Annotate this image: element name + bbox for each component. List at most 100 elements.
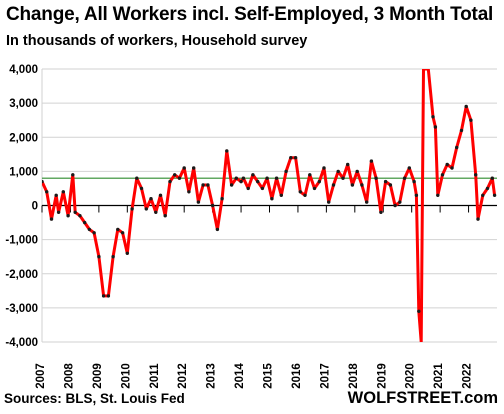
data-point-2012-09 — [201, 183, 205, 187]
data-point-2010-07 — [139, 186, 144, 191]
data-point-2008-05 — [78, 214, 82, 218]
data-point-2012-05 — [192, 166, 196, 170]
data-point-2007-08 — [56, 210, 61, 214]
data-point-2018-12 — [379, 210, 383, 214]
data-point-2021-08 — [455, 145, 459, 150]
data-point-2014-02 — [241, 176, 246, 180]
data-point-2017-06 — [336, 169, 340, 174]
data-point-2012-07 — [196, 200, 201, 204]
y-tick-label-5: 1,000 — [9, 166, 38, 178]
x-tick-labels: 2007 2008 2009 2010 2011 2012 2013 2014 2015 2016… — [35, 363, 474, 389]
data-point-2011-03 — [158, 193, 163, 197]
x-tick-label-2012: 2012 — [177, 363, 189, 389]
x-tick-label-2007: 2007 — [35, 363, 47, 389]
y-tick-label-8: 4,000 — [9, 64, 38, 76]
data-point-2019-10 — [402, 176, 407, 180]
data-point-2013-07 — [225, 149, 229, 153]
data-point-2020-12 — [436, 193, 440, 197]
x-tick-label-2013: 2013 — [206, 363, 218, 389]
data-point-2014-01 — [239, 179, 243, 184]
data-point-2007-01 — [42, 179, 44, 184]
data-point-2020-11 — [433, 125, 438, 129]
data-point-2014-10 — [260, 186, 265, 191]
data-point-2019-04 — [388, 183, 393, 187]
data-point-2018-08 — [369, 159, 374, 163]
data-point-2011-05 — [163, 214, 167, 218]
x-tick-label-2021: 2021 — [433, 363, 445, 389]
data-point-2017-10 — [346, 162, 350, 167]
y-tick-label-4: 0 — [32, 201, 38, 213]
y-tick-label-7: 3,000 — [9, 98, 38, 110]
x-tick-label-2017: 2017 — [319, 363, 331, 389]
data-point-2014-06 — [251, 173, 255, 177]
data-point-2009-05 — [106, 294, 111, 298]
data-point-2018-04 — [360, 183, 364, 187]
data-point-2016-08 — [312, 186, 317, 191]
y-tick-label-6: 2,000 — [9, 132, 38, 144]
data-point-2007-10 — [61, 190, 65, 194]
chart-title: Change, All Workers incl. Self-Employed,… — [6, 4, 494, 25]
x-tick-label-2020: 2020 — [405, 363, 417, 389]
data-point-2017-02 — [327, 200, 331, 204]
data-point-2022-04 — [474, 173, 478, 177]
data-point-2019-06 — [393, 203, 397, 208]
data-point-2007-03 — [45, 190, 49, 194]
data-point-2022-09 — [485, 186, 490, 191]
data-point-2021-06 — [450, 166, 454, 170]
data-point-2007-05 — [49, 217, 54, 221]
data-point-2011-11 — [177, 176, 182, 180]
x-tick-label-2014: 2014 — [234, 363, 246, 389]
data-point-2012-01 — [182, 166, 186, 170]
x-tick-label-2008: 2008 — [63, 363, 75, 389]
data-point-2019-08 — [398, 200, 402, 204]
data-point-2009-07 — [111, 255, 115, 259]
data-point-2007-12 — [66, 214, 70, 218]
data-point-2015-06 — [279, 193, 283, 197]
data-point-2015-08 — [284, 169, 288, 174]
data-point-2013-09 — [229, 183, 234, 187]
data-point-2021-12 — [464, 104, 468, 109]
data-point-2021-04 — [445, 162, 449, 167]
data-point-2021-02 — [440, 173, 445, 177]
data-point-2012-11 — [206, 183, 210, 187]
data-point-2008-02 — [71, 173, 75, 177]
data-point-2015-02 — [270, 197, 274, 201]
data-point-2011-01 — [154, 210, 158, 214]
data-point-2014-04 — [246, 186, 250, 191]
data-point-2009-03 — [101, 294, 106, 298]
x-tick-label-2022: 2022 — [462, 363, 474, 389]
data-point-2016-02 — [298, 190, 302, 194]
data-point-2015-12 — [293, 156, 298, 160]
x-tick-label-2018: 2018 — [348, 363, 360, 389]
data-point-2009-11 — [120, 231, 125, 235]
data-point-2010-01 — [125, 251, 129, 255]
data-point-2018-06 — [365, 200, 369, 204]
data-point-2013-03 — [215, 227, 220, 232]
data-point-2022-12 — [492, 193, 497, 197]
data-point-2010-05 — [135, 176, 139, 180]
data-point-2016-12 — [322, 166, 326, 170]
data-point-2014-12 — [265, 176, 269, 180]
data-point-2015-04 — [274, 176, 279, 180]
data-point-2022-02 — [469, 118, 473, 122]
data-point-2022-05 — [476, 217, 480, 221]
x-tick-label-2010: 2010 — [120, 363, 132, 389]
data-point-2013-11 — [234, 176, 238, 180]
series-group — [42, 69, 497, 342]
data-point-2022-07 — [481, 193, 485, 197]
data-point-2016-10 — [317, 179, 321, 184]
data-point-2013-01 — [210, 203, 215, 208]
data-point-2019-02 — [383, 179, 388, 184]
chart-subtitle: In thousands of workers, Household surve… — [6, 33, 308, 49]
data-point-2015-10 — [289, 156, 293, 160]
y-tick-label-2: -2,000 — [5, 269, 38, 281]
data-point-2008-11 — [92, 231, 96, 235]
y-tick-labels: -4,000 -3,000 -2,000 -1,000 0 1,000 2,000 3,000… — [5, 64, 38, 349]
x-tick-label-2009: 2009 — [92, 363, 104, 389]
data-point-2011-09 — [173, 173, 177, 177]
data-point-2017-08 — [341, 176, 345, 180]
brand-logo-text: WOLFSTREET.com — [347, 389, 498, 407]
y-tick-label-0: -4,000 — [5, 337, 38, 349]
data-point-2012-03 — [187, 190, 191, 194]
